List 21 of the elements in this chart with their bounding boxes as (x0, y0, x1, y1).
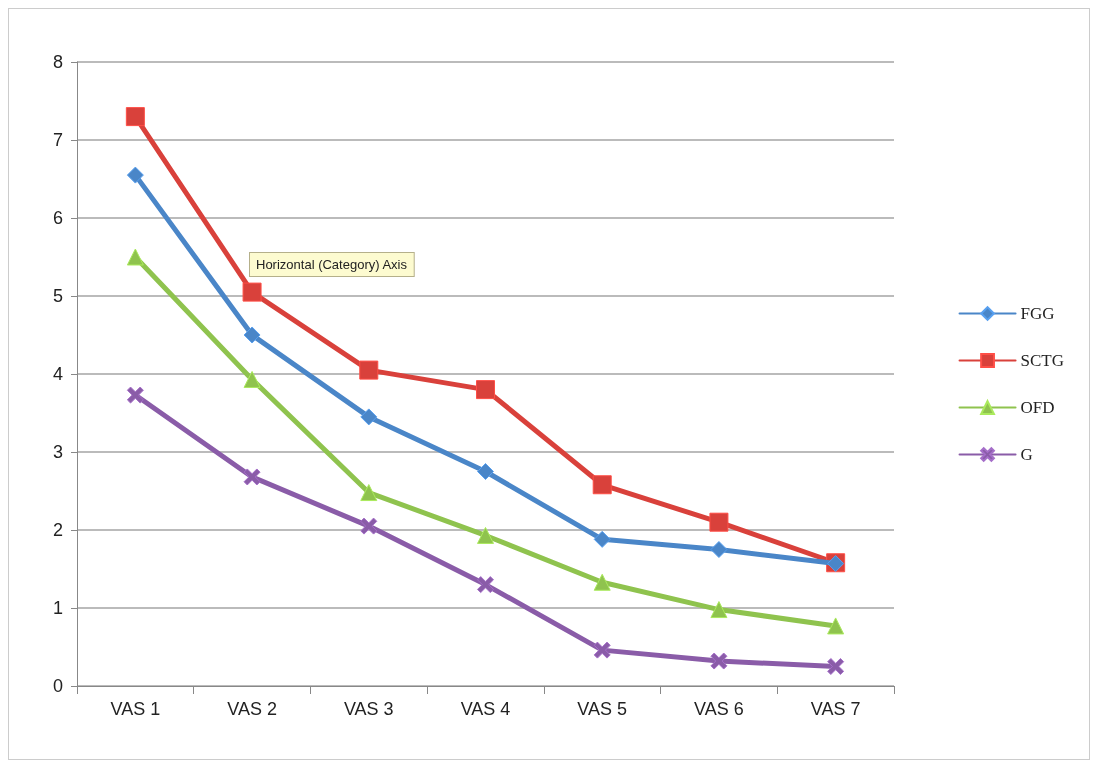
annotation: Horizontal (Category) Axis (256, 257, 408, 272)
y-tick-label: 6 (52, 208, 63, 228)
y-tick-label: 0 (52, 676, 63, 696)
legend-label: OFD (1020, 398, 1055, 417)
x-tick-label: VAS 1 (110, 699, 161, 719)
x-tick-label: VAS 5 (577, 699, 628, 719)
y-tick-label: 7 (52, 130, 63, 150)
legend-label: G (1020, 445, 1033, 464)
x-tick-label: VAS 4 (460, 699, 511, 719)
y-tick-label: 4 (52, 364, 63, 384)
x-tick-label: VAS 7 (810, 699, 861, 719)
legend-label: FGG (1020, 304, 1055, 323)
y-tick-label: 5 (52, 286, 63, 306)
y-tick-label: 1 (52, 598, 63, 618)
y-tick-label: 2 (52, 520, 63, 540)
y-tick-label: 8 (52, 52, 63, 72)
x-tick-label: VAS 2 (227, 699, 277, 719)
y-tick-label: 3 (52, 442, 63, 462)
x-tick-label: VAS 6 (694, 699, 744, 719)
x-tick-label: VAS 3 (343, 699, 394, 719)
legend-label: SCTG (1020, 351, 1065, 370)
